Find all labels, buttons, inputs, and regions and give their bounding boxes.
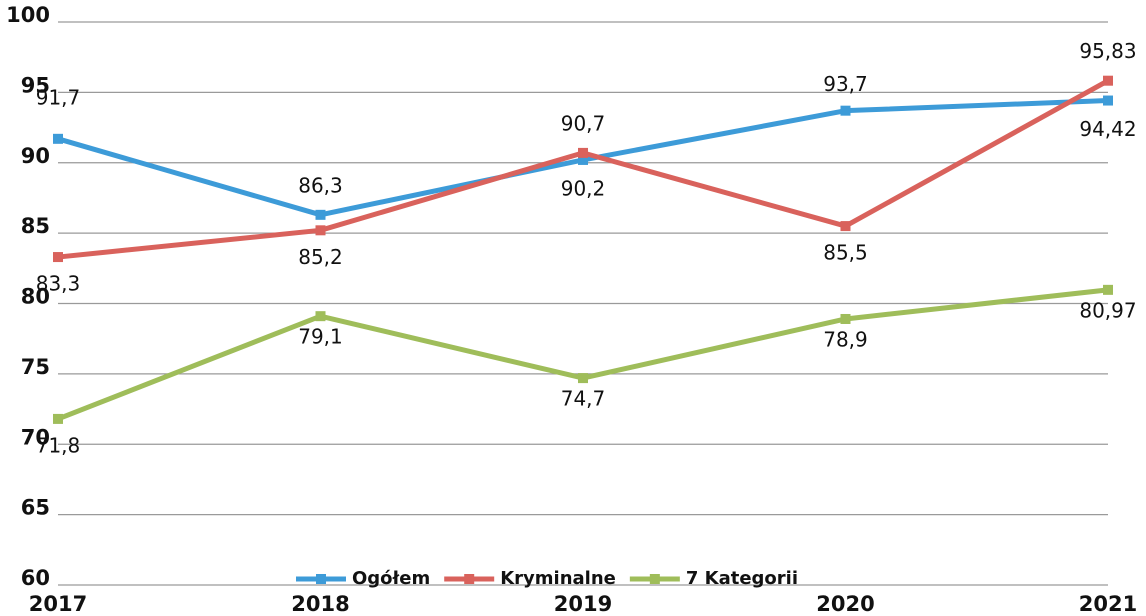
- point-marker: [578, 154, 588, 165]
- point-marker: [315, 311, 326, 322]
- data-label: 79,1: [298, 325, 343, 349]
- y-tick-label: 100: [6, 3, 50, 27]
- y-tick-label: 95: [21, 73, 50, 97]
- legend-marker: [464, 574, 475, 584]
- data-label: 83,3: [36, 272, 81, 296]
- y-tick-label: 60: [21, 566, 50, 590]
- data-label: 85,5: [823, 241, 868, 265]
- y-tick-label: 80: [21, 285, 50, 309]
- point-marker: [840, 105, 851, 116]
- point-marker: [840, 221, 851, 232]
- x-tick-label: 2020: [816, 592, 874, 616]
- point-marker: [1103, 75, 1113, 86]
- legend-label: 7 Kategorii: [686, 568, 798, 589]
- y-tick-label: 65: [21, 496, 50, 520]
- data-label: 91,7: [36, 85, 81, 109]
- data-label: 80,97: [1079, 298, 1136, 322]
- point-marker: [1103, 284, 1113, 295]
- point-marker: [1103, 95, 1113, 106]
- data-label: 90,7: [561, 111, 606, 135]
- x-tick-label: 2019: [554, 592, 612, 616]
- y-tick-label: 75: [21, 355, 50, 379]
- data-label: 86,3: [298, 173, 343, 197]
- data-label: 85,2: [298, 245, 343, 269]
- data-label: 90,2: [561, 176, 606, 200]
- legend-label: Ogółem: [352, 568, 430, 589]
- x-tick-label: 2017: [29, 592, 87, 616]
- point-marker: [53, 252, 63, 263]
- point-marker: [53, 413, 63, 424]
- data-label: 78,9: [823, 327, 868, 351]
- data-label: 71,8: [36, 433, 81, 457]
- legend-label: Kryminalne: [500, 568, 616, 589]
- legend-marker: [316, 574, 326, 584]
- data-label: 94,42: [1079, 117, 1136, 141]
- x-tick-label: 2021: [1079, 592, 1137, 616]
- y-tick-label: 90: [21, 144, 50, 168]
- legend-marker: [649, 574, 660, 584]
- point-marker: [578, 373, 588, 384]
- point-marker: [315, 209, 326, 220]
- point-marker: [578, 147, 588, 158]
- data-label: 74,7: [561, 387, 606, 411]
- data-label: 93,7: [823, 72, 868, 96]
- point-marker: [315, 225, 326, 236]
- y-tick-label: 85: [21, 214, 50, 238]
- data-label: 95,83: [1079, 39, 1136, 63]
- x-tick-label: 2018: [291, 592, 349, 616]
- point-marker: [53, 133, 63, 144]
- y-tick-label: 70: [21, 425, 50, 449]
- point-marker: [840, 313, 851, 324]
